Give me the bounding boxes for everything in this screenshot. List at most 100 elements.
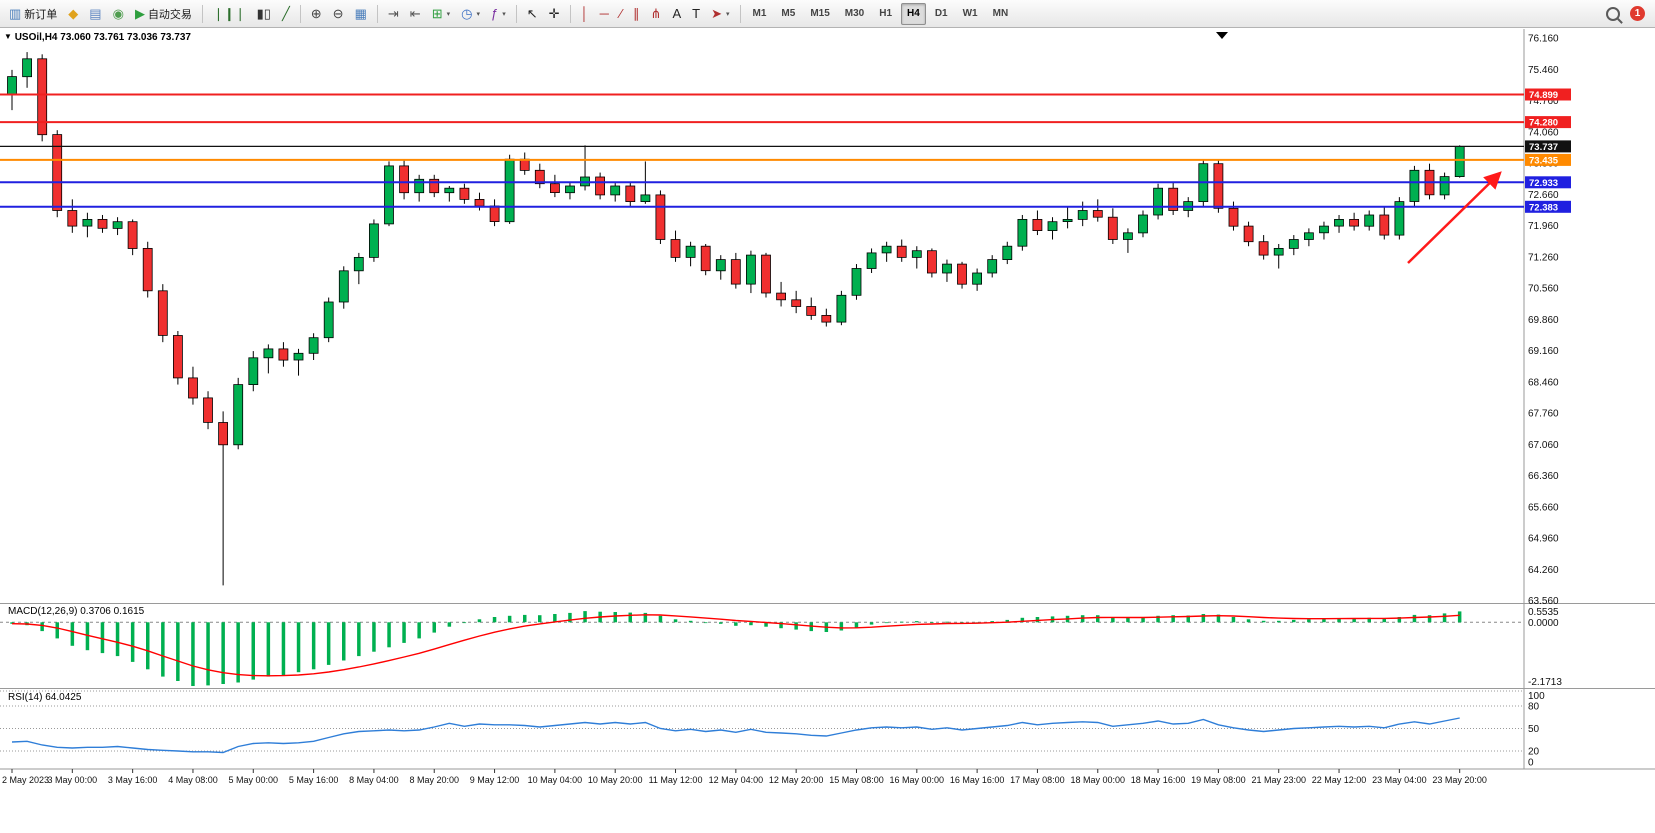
text-button[interactable]: A <box>667 2 686 26</box>
svg-text:65.660: 65.660 <box>1528 502 1559 513</box>
auto-trading-button[interactable]: ▶ 自动交易 <box>130 2 197 26</box>
indicators-button[interactable]: ƒ ▾ <box>486 2 511 26</box>
timeframe-d1-button[interactable]: D1 <box>934 8 948 19</box>
svg-text:71.960: 71.960 <box>1528 221 1559 232</box>
timeframe-m5-button[interactable]: M5 <box>781 8 796 19</box>
timeframe-w1-button[interactable]: W1 <box>962 8 978 19</box>
toolbar-left-group: ▥ 新订单 ◆ ▤ ◉ ▶ 自动交易 ❘❙❘ ▮▯ ╱ ⊕ ⊖ ▦ ⇥ ⇤ ⊞ ▾ ◷ ▾ ƒ ▾ ↖ ✛ │ ─ ∕ ∥ ⋔ A T ➤ ▾ <box>4 2 745 26</box>
svg-text:2 May 2023: 2 May 2023 <box>2 775 49 785</box>
chart-shift-button[interactable]: ⇤ <box>405 2 426 26</box>
candle <box>761 254 771 294</box>
vertical-line-button[interactable]: │ <box>576 2 594 26</box>
svg-text:16 May 00:00: 16 May 00:00 <box>890 775 945 785</box>
candle <box>1258 241 1269 256</box>
search-icon[interactable] <box>1606 6 1620 21</box>
bar-chart-icon: ❘❙❘ <box>212 6 246 21</box>
chart-symbol-period: USOil,H4 <box>14 32 58 43</box>
candle <box>1394 201 1405 236</box>
notification-badge[interactable]: 1 <box>1630 6 1645 21</box>
candle <box>504 158 515 223</box>
new-chart-button[interactable]: ⊞ ▾ <box>427 2 455 26</box>
timeframe-m1-button[interactable]: M1 <box>752 8 767 19</box>
svg-text:0.0000: 0.0000 <box>1528 618 1559 629</box>
symbol-dropdown-icon[interactable]: ▼ <box>4 32 12 41</box>
trend-arrow[interactable] <box>1407 171 1502 264</box>
svg-text:9 May 12:00: 9 May 12:00 <box>470 775 520 785</box>
line-chart-mode-button[interactable]: ╱ <box>277 2 295 26</box>
chart-shift-marker[interactable] <box>1216 32 1228 39</box>
panel-separators[interactable] <box>0 603 1655 770</box>
candle <box>942 263 952 274</box>
zoom-in-button[interactable]: ⊕ <box>306 2 327 26</box>
svg-text:15 May 08:00: 15 May 08:00 <box>829 775 884 785</box>
svg-text:18 May 16:00: 18 May 16:00 <box>1131 775 1186 785</box>
price-tag <box>1525 116 1571 129</box>
cursor-button[interactable]: ↖ <box>522 2 543 26</box>
price-tag <box>1525 140 1571 153</box>
periods-button[interactable]: ◷ ▾ <box>456 2 485 26</box>
candle <box>489 205 500 223</box>
candle <box>534 169 545 185</box>
data-window-button[interactable]: ◉ <box>108 2 129 26</box>
candle <box>700 245 711 272</box>
auto-scroll-button[interactable]: ⇥ <box>383 2 404 26</box>
macd-main-value: 0.3706 <box>80 606 111 617</box>
auto-trading-label: 自动交易 <box>147 8 192 21</box>
timeframe-mn-button[interactable]: MN <box>992 8 1009 19</box>
candle <box>37 58 48 136</box>
new-order-label: 新订单 <box>24 8 58 21</box>
chart-canvas[interactable]: 76.16075.46074.76074.06073.36072.66071.9… <box>0 29 1655 833</box>
candle <box>806 306 817 316</box>
autotrading-icon: ▶ <box>134 6 145 21</box>
svg-text:18 May 00:00: 18 May 00:00 <box>1070 775 1125 785</box>
candle <box>368 223 379 258</box>
fibonacci-icon: ⋔ <box>650 6 662 21</box>
price-tag <box>1525 176 1571 189</box>
toolbar: ▥ 新订单 ◆ ▤ ◉ ▶ 自动交易 ❘❙❘ ▮▯ ╱ ⊕ ⊖ ▦ ⇥ ⇤ ⊞ ▾ ◷ ▾ ƒ ▾ ↖ ✛ │ ─ ∕ ∥ ⋔ A T ➤ ▾… <box>0 0 1655 28</box>
candle <box>1092 210 1103 218</box>
text-label-button[interactable]: T <box>687 2 705 26</box>
equidistant-channel-button[interactable]: ∥ <box>628 2 645 26</box>
candle <box>97 218 108 229</box>
new-order-button[interactable]: ▥ 新订单 <box>4 2 62 26</box>
bar-chart-mode-button[interactable]: ❘❙❘ <box>208 2 251 26</box>
candle <box>1153 187 1163 216</box>
price-tag <box>1525 88 1571 101</box>
horizontal-lines[interactable] <box>0 93 1524 208</box>
charts-window-button[interactable]: ◆ <box>63 2 83 26</box>
trendline-icon: ∕ <box>619 6 623 21</box>
crosshair-button[interactable]: ✛ <box>544 2 565 26</box>
fibonacci-button[interactable]: ⋔ <box>646 2 667 26</box>
zoom-out-button[interactable]: ⊖ <box>328 2 349 26</box>
toolbar-right-group: 1 <box>1606 6 1651 21</box>
rsi-value: 64.0425 <box>45 692 82 703</box>
timeframe-m15-button[interactable]: M15 <box>810 8 830 19</box>
data-window-icon: ◉ <box>112 6 124 21</box>
timeframe-h4-button[interactable]: H4 <box>901 2 926 25</box>
timeframe-m30-button[interactable]: M30 <box>844 8 865 19</box>
timeframe-h1-button[interactable]: H1 <box>879 8 893 19</box>
svg-text:74.060: 74.060 <box>1528 127 1559 138</box>
profile-button[interactable]: ▤ <box>84 2 106 26</box>
svg-text:8 May 04:00: 8 May 04:00 <box>349 775 399 785</box>
tile-windows-button[interactable]: ▦ <box>350 2 372 26</box>
horizontal-line-button[interactable]: ─ <box>595 2 614 26</box>
candle <box>52 134 63 211</box>
svg-text:74.280: 74.280 <box>1529 118 1558 129</box>
candle <box>957 263 967 285</box>
candle <box>474 198 485 207</box>
candle <box>550 183 560 193</box>
svg-text:5 May 00:00: 5 May 00:00 <box>229 775 279 785</box>
candle <box>399 165 410 194</box>
candle-chart-mode-button[interactable]: ▮▯ <box>252 2 276 26</box>
auto-scroll-icon: ⇥ <box>387 6 399 21</box>
candle <box>293 352 304 361</box>
arrows-tool-button[interactable]: ➤ ▾ <box>706 2 734 26</box>
trendline-button[interactable]: ∕ <box>615 2 627 26</box>
candle <box>776 292 786 301</box>
channel-icon: ∥ <box>633 6 640 21</box>
price-axis-labels[interactable]: 76.16075.46074.76074.06073.36072.66071.9… <box>1528 34 1559 607</box>
